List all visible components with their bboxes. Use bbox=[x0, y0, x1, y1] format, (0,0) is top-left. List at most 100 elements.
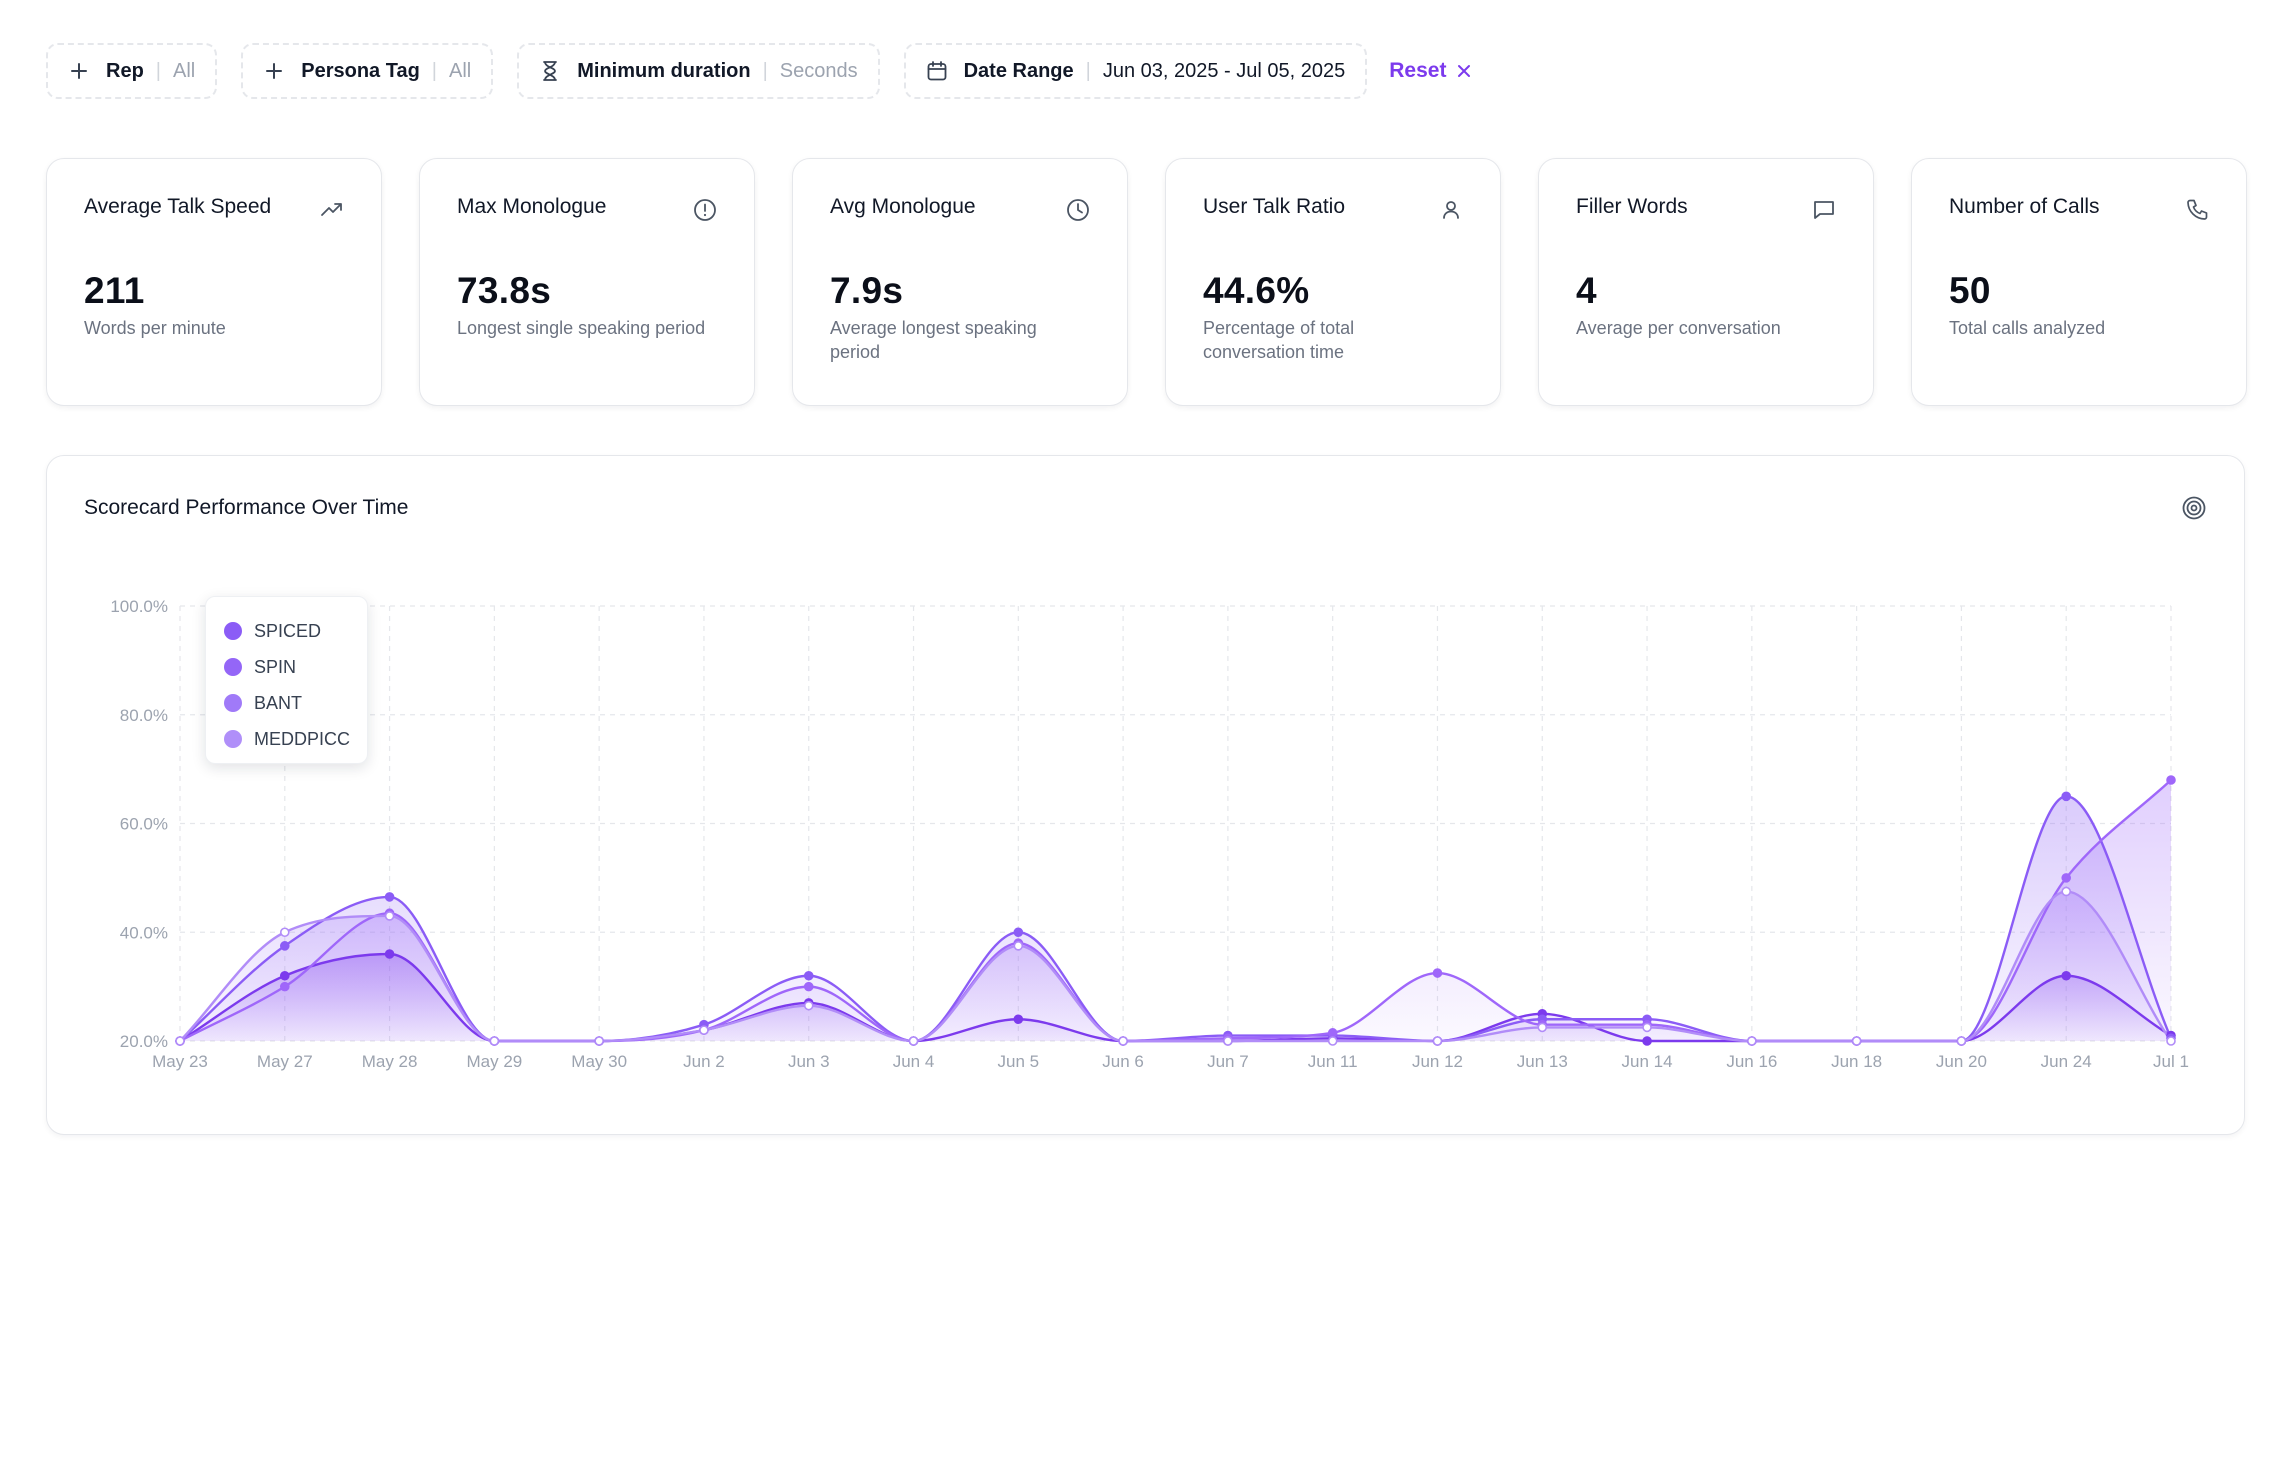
persona-tag-filter[interactable]: Persona Tag | All bbox=[241, 43, 494, 99]
kpi-description: Longest single speaking period bbox=[457, 318, 706, 338]
series-area-meddpicc bbox=[180, 891, 2171, 1041]
chart-legend: SPICED SPIN BANT MEDDPICC bbox=[205, 596, 368, 764]
series-area-spiced bbox=[180, 954, 2171, 1041]
x-tick-label: Jun 16 bbox=[1726, 1052, 1777, 1071]
legend-swatch bbox=[224, 730, 242, 748]
kpi-card-filler-words: Filler Words 4 Average per conversation bbox=[1538, 158, 1874, 406]
x-tick-label: Jun 6 bbox=[1102, 1052, 1144, 1071]
legend-label: BANT bbox=[254, 692, 303, 713]
kpi-card-average-talk-speed: Average Talk Speed 211 Words per minute bbox=[46, 158, 382, 406]
data-point bbox=[279, 981, 290, 992]
kpi-title: Number of Calls bbox=[1949, 195, 2100, 218]
x-tick-label: Jul 1 bbox=[2153, 1052, 2189, 1071]
data-point bbox=[489, 1036, 500, 1046]
data-point bbox=[1013, 1014, 1024, 1025]
legend-label: MEDDPICC bbox=[254, 728, 351, 749]
plus-icon bbox=[68, 60, 90, 82]
data-point bbox=[1956, 1036, 1967, 1046]
kpi-value: 50 bbox=[1949, 270, 1991, 311]
x-tick-label: Jun 11 bbox=[1308, 1052, 1358, 1071]
x-tick-label: May 28 bbox=[362, 1052, 418, 1071]
data-point bbox=[384, 892, 395, 902]
rep-filter[interactable]: Rep | All bbox=[46, 43, 218, 99]
data-point bbox=[279, 927, 290, 938]
alert-circle-icon bbox=[694, 199, 716, 221]
date-range-label: Date Range bbox=[963, 59, 1074, 82]
message-square-icon bbox=[1814, 201, 1834, 219]
kpi-description: Words per minute bbox=[84, 318, 226, 338]
data-point bbox=[2166, 775, 2176, 785]
x-tick-label: Jun 13 bbox=[1517, 1052, 1568, 1071]
kpi-card-avg-monologue: Avg Monologue 7.9s Average longest speak… bbox=[792, 158, 1128, 406]
x-tick-label: May 29 bbox=[466, 1052, 522, 1071]
kpi-value: 211 bbox=[84, 270, 145, 311]
legend-swatch bbox=[224, 658, 242, 676]
data-point bbox=[384, 949, 395, 959]
divider: | bbox=[431, 59, 437, 82]
x-tick-label: May 30 bbox=[571, 1052, 627, 1071]
data-point bbox=[1118, 1036, 1128, 1046]
y-tick-label: 60.0% bbox=[120, 815, 168, 834]
data-point bbox=[1432, 968, 1443, 978]
data-point bbox=[2166, 1036, 2176, 1046]
user-icon bbox=[1443, 201, 1459, 219]
kpi-value: 44.6% bbox=[1203, 270, 1310, 311]
data-point bbox=[1747, 1036, 1757, 1046]
kpi-card-max-monologue: Max Monologue 73.8s Longest single speak… bbox=[419, 158, 755, 406]
x-tick-label: Jun 7 bbox=[1207, 1052, 1249, 1071]
kpi-description: Average per conversation bbox=[1576, 318, 1781, 338]
kpi-row: Average Talk Speed 211 Words per minute … bbox=[46, 158, 2247, 406]
legend-swatch bbox=[224, 622, 242, 640]
data-point bbox=[908, 1036, 919, 1046]
data-point bbox=[803, 970, 814, 981]
kpi-title: Avg Monologue bbox=[830, 195, 976, 218]
target-icon[interactable] bbox=[2180, 494, 2208, 522]
data-point bbox=[803, 1000, 814, 1011]
persona-tag-filter-value: All bbox=[449, 59, 472, 82]
data-point bbox=[1327, 1028, 1338, 1038]
data-point bbox=[1851, 1036, 1862, 1046]
legend-item-meddpicc[interactable]: MEDDPICC bbox=[224, 721, 367, 757]
kpi-card-number-of-calls: Number of Calls 50 Total calls analyzed bbox=[1911, 158, 2247, 406]
phone-icon bbox=[2187, 199, 2208, 220]
data-point bbox=[1327, 1036, 1338, 1046]
data-point bbox=[384, 911, 395, 921]
data-point bbox=[1013, 941, 1024, 951]
series-line-bant bbox=[179, 779, 2172, 1043]
x-tick-label: Jun 5 bbox=[998, 1052, 1040, 1071]
x-tick-label: Jun 14 bbox=[1622, 1052, 1673, 1071]
data-point bbox=[1537, 1022, 1548, 1033]
legend-swatch bbox=[224, 694, 242, 712]
reset-button[interactable]: Reset bbox=[1389, 59, 1472, 83]
series-area-bant bbox=[180, 780, 2171, 1041]
series-line-spiced bbox=[179, 952, 2172, 1043]
data-point bbox=[1642, 1036, 1652, 1046]
data-point bbox=[279, 941, 290, 951]
kpi-title: Filler Words bbox=[1576, 195, 1688, 218]
close-icon bbox=[1456, 63, 1472, 79]
chart-title: Scorecard Performance Over Time bbox=[84, 496, 409, 519]
kpi-title: Max Monologue bbox=[457, 195, 607, 218]
kpi-description: Total calls analyzed bbox=[1949, 318, 2106, 338]
trending-up-icon bbox=[321, 203, 342, 216]
data-point bbox=[2061, 791, 2072, 802]
x-tick-label: Jun 4 bbox=[893, 1052, 935, 1071]
minimum-duration-filter[interactable]: Minimum duration | Seconds bbox=[517, 43, 880, 99]
data-point bbox=[1223, 1036, 1233, 1046]
legend-item-bant[interactable]: BANT bbox=[224, 685, 367, 721]
series-line-spin bbox=[179, 795, 2173, 1043]
legend-item-spin[interactable]: SPIN bbox=[224, 649, 367, 685]
legend-item-spiced[interactable]: SPICED bbox=[224, 613, 367, 649]
clock-icon bbox=[1067, 199, 1089, 221]
x-tick-label: Jun 24 bbox=[2041, 1052, 2092, 1071]
x-tick-label: Jun 12 bbox=[1412, 1052, 1463, 1071]
x-tick-label: Jun 2 bbox=[683, 1052, 725, 1071]
x-tick-label: Jun 20 bbox=[1936, 1052, 1987, 1071]
rep-filter-value: All bbox=[173, 59, 196, 82]
date-range-filter[interactable]: Date Range | Jun 03, 2025 - Jul 05, 2025 bbox=[903, 43, 1368, 99]
data-point bbox=[594, 1036, 604, 1046]
filter-bar: Rep | All Persona Tag | All Minimum dura… bbox=[46, 43, 1472, 99]
minimum-duration-value: Seconds bbox=[779, 59, 858, 82]
kpi-title: Average Talk Speed bbox=[84, 195, 272, 218]
minimum-duration-label: Minimum duration bbox=[577, 59, 751, 82]
